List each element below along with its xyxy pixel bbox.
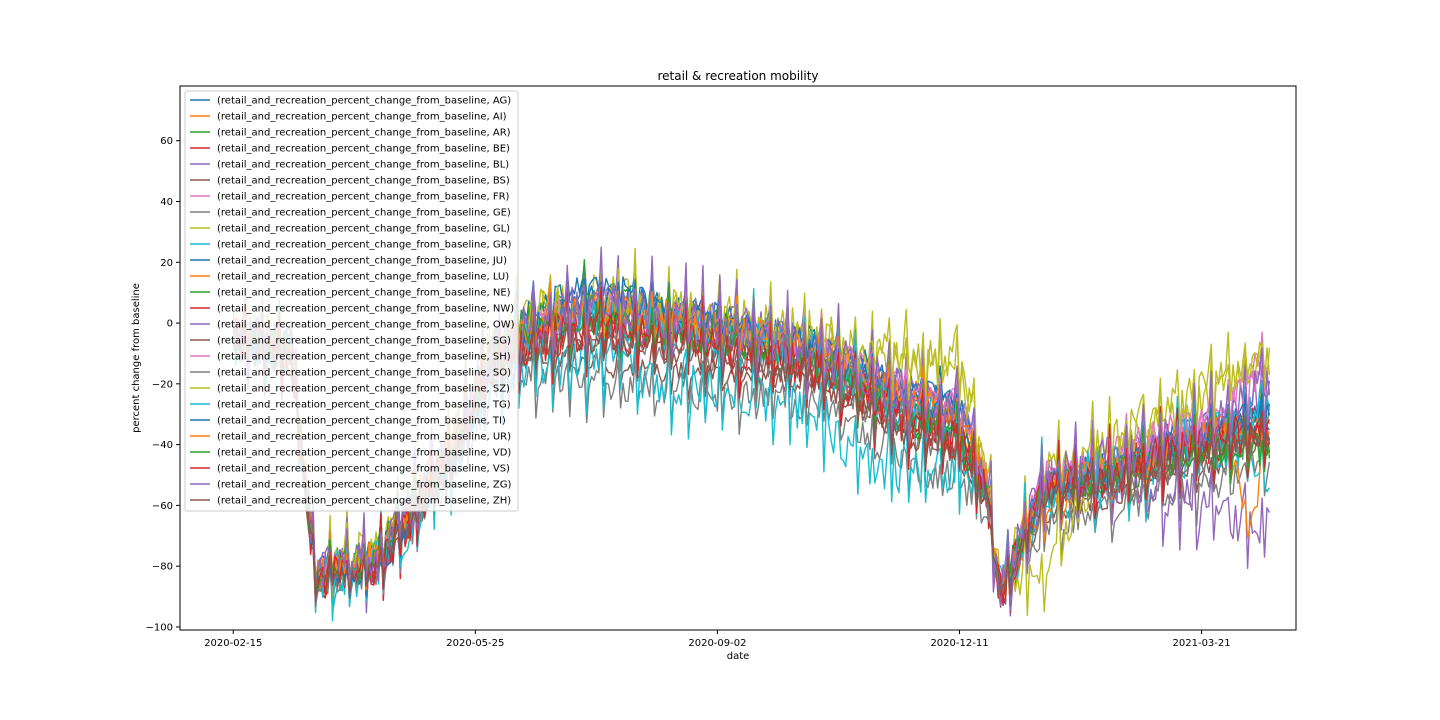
legend-label: (retail_and_recreation_percent_change_fr…: [217, 304, 514, 315]
legend-label: (retail_and_recreation_percent_change_fr…: [217, 208, 511, 219]
legend-label: (retail_and_recreation_percent_change_fr…: [217, 144, 510, 155]
legend-label: (retail_and_recreation_percent_change_fr…: [217, 96, 511, 107]
y-tick-label: −80: [152, 562, 173, 573]
series-line: [232, 285, 1271, 614]
legend-label: (retail_and_recreation_percent_change_fr…: [217, 176, 510, 187]
legend-label: (retail_and_recreation_percent_change_fr…: [217, 496, 511, 507]
legend-label: (retail_and_recreation_percent_change_fr…: [217, 416, 506, 427]
chart-title: retail & recreation mobility: [657, 69, 818, 83]
legend-label: (retail_and_recreation_percent_change_fr…: [217, 192, 510, 203]
series-line: [232, 320, 1270, 603]
y-tick-label: 40: [160, 197, 173, 208]
x-tick-label: 2020-02-15: [204, 638, 262, 649]
legend-label: (retail_and_recreation_percent_change_fr…: [217, 256, 507, 267]
plot-frame: [179, 85, 1297, 631]
y-axis-title: percent change from baseline: [131, 283, 142, 433]
legend-label: (retail_and_recreation_percent_change_fr…: [217, 464, 510, 475]
y-tick-label: −40: [152, 440, 173, 451]
legend-label: (retail_and_recreation_percent_change_fr…: [217, 432, 511, 443]
legend-label: (retail_and_recreation_percent_change_fr…: [217, 400, 511, 411]
y-tick-label: −60: [152, 501, 173, 512]
legend-label: (retail_and_recreation_percent_change_fr…: [217, 240, 512, 251]
legend-label: (retail_and_recreation_percent_change_fr…: [217, 480, 511, 491]
legend-label: (retail_and_recreation_percent_change_fr…: [217, 272, 509, 283]
x-tick-label: 2021-03-21: [1173, 638, 1231, 649]
legend-label: (retail_and_recreation_percent_change_fr…: [217, 160, 509, 171]
legend-label: (retail_and_recreation_percent_change_fr…: [217, 448, 511, 459]
y-tick-label: −20: [152, 379, 173, 390]
legend-label: (retail_and_recreation_percent_change_fr…: [217, 128, 511, 139]
legend-label: (retail_and_recreation_percent_change_fr…: [217, 368, 511, 379]
legend: (retail_and_recreation_percent_change_fr…: [184, 90, 519, 512]
legend-label: (retail_and_recreation_percent_change_fr…: [217, 288, 511, 299]
x-axis-title: date: [727, 651, 750, 662]
axis-layer: −100 −80 −60 −40 −20 0 20 40 60 2020-02-15 2020-05…: [146, 136, 1231, 649]
legend-label: (retail_and_recreation_percent_change_fr…: [217, 224, 510, 235]
legend-label: (retail_and_recreation_percent_change_fr…: [217, 336, 511, 347]
legend-label: (retail_and_recreation_percent_change_fr…: [217, 352, 511, 363]
legend-label: (retail_and_recreation_percent_change_fr…: [217, 384, 510, 395]
legend-label: (retail_and_recreation_percent_change_fr…: [217, 320, 515, 331]
y-tick-label: 20: [160, 258, 173, 269]
x-tick-label: 2020-05-25: [446, 638, 504, 649]
x-tick-label: 2020-09-02: [688, 638, 746, 649]
y-tick-label: 0: [167, 319, 173, 330]
legend-frame: [184, 90, 519, 512]
y-tick-label: 60: [160, 136, 173, 147]
y-tick-label: −100: [146, 622, 173, 633]
x-tick-label: 2020-12-11: [930, 638, 988, 649]
legend-label: (retail_and_recreation_percent_change_fr…: [217, 112, 507, 123]
